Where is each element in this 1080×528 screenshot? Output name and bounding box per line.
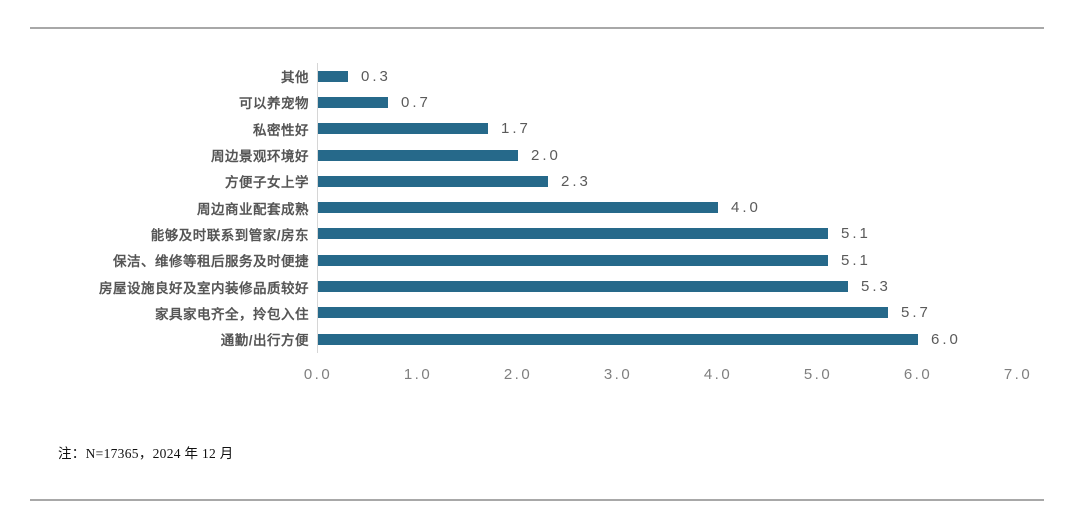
bar xyxy=(318,70,348,82)
category-label: 家具家电齐全，拎包入住 xyxy=(155,306,309,322)
bar-value-label: 5.3 xyxy=(861,278,891,296)
footnote: 注：N=17365，2024 年 12 月 xyxy=(58,446,234,461)
bar-row: 能够及时联系到管家/房东 5.1 xyxy=(30,221,1040,247)
bar-row: 通勤/出行方便 6.0 xyxy=(30,326,1040,352)
bar xyxy=(318,333,918,345)
bar-row: 家具家电齐全，拎包入住 5.7 xyxy=(30,300,1040,326)
bar-row: 可以养宠物 0.7 xyxy=(30,89,1040,115)
bar xyxy=(318,281,848,293)
bar-area: 5.1 xyxy=(318,252,1040,269)
category-label: 可以养宠物 xyxy=(239,96,309,112)
bar xyxy=(318,96,388,108)
category-label: 私密性好 xyxy=(253,122,309,138)
bar-rows: 其他 0.3 可以养宠物 0.7 私密性好 1.7 周边景观环境好 2.0 方便子女上学 2.3 周… xyxy=(30,63,1040,352)
bar xyxy=(318,307,888,319)
bar-row: 私密性好 1.7 xyxy=(30,116,1040,142)
bar xyxy=(318,123,488,135)
bar xyxy=(318,202,718,214)
bar-area: 5.1 xyxy=(318,225,1040,242)
x-tick-label: 5.0 xyxy=(803,366,833,383)
bar-area: 2.3 xyxy=(318,173,1040,190)
bar-row: 其他 0.3 xyxy=(30,63,1040,89)
x-tick-label: 2.0 xyxy=(503,366,533,383)
x-axis-tick-labels: 0.0 1.0 2.0 3.0 4.0 5.0 6.0 7.0 xyxy=(30,366,1040,386)
x-tick-label: 0.0 xyxy=(303,366,333,383)
bar-value-label: 2.0 xyxy=(531,146,561,164)
bar-row: 周边商业配套成熟 4.0 xyxy=(30,194,1040,220)
bar-area: 0.7 xyxy=(318,94,1040,111)
category-label: 房屋设施良好及室内装修品质较好 xyxy=(99,280,309,296)
bar-value-label: 5.7 xyxy=(901,304,931,322)
x-tick-label: 1.0 xyxy=(403,366,433,383)
x-tick-label: 4.0 xyxy=(703,366,733,383)
bar xyxy=(318,228,828,240)
bar xyxy=(318,175,548,187)
bar-area: 5.3 xyxy=(318,278,1040,295)
bar-value-label: 0.7 xyxy=(401,93,431,111)
bar-area: 4.0 xyxy=(318,199,1040,216)
y-axis-line xyxy=(317,63,318,353)
bar-row: 方便子女上学 2.3 xyxy=(30,168,1040,194)
bar-value-label: 5.1 xyxy=(841,251,871,269)
x-tick-label: 6.0 xyxy=(903,366,933,383)
bar-area: 2.0 xyxy=(318,147,1040,164)
x-tick-label: 3.0 xyxy=(603,366,633,383)
bar-value-label: 2.3 xyxy=(561,172,591,190)
category-label: 周边商业配套成熟 xyxy=(197,201,309,217)
category-label: 周边景观环境好 xyxy=(211,149,309,165)
bar xyxy=(318,149,518,161)
bar-value-label: 6.0 xyxy=(931,330,961,348)
bar-area: 1.7 xyxy=(318,120,1040,137)
bar-area: 0.3 xyxy=(318,68,1040,85)
bar-value-label: 1.7 xyxy=(501,120,531,138)
top-divider xyxy=(30,27,1044,29)
category-label: 保洁、维修等租后服务及时便捷 xyxy=(113,254,309,270)
bar-value-label: 0.3 xyxy=(361,67,391,85)
horizontal-bar-chart: 其他 0.3 可以养宠物 0.7 私密性好 1.7 周边景观环境好 2.0 方便子女上学 2.3 周… xyxy=(30,63,1040,403)
category-label: 其他 xyxy=(281,70,309,86)
bottom-divider xyxy=(30,499,1044,501)
bar-row: 周边景观环境好 2.0 xyxy=(30,142,1040,168)
bar-row: 保洁、维修等租后服务及时便捷 5.1 xyxy=(30,247,1040,273)
x-tick-label: 7.0 xyxy=(1003,366,1033,383)
bar xyxy=(318,254,828,266)
bar-area: 6.0 xyxy=(318,331,1040,348)
bar-row: 房屋设施良好及室内装修品质较好 5.3 xyxy=(30,273,1040,299)
category-label: 能够及时联系到管家/房东 xyxy=(150,227,309,243)
bar-value-label: 4.0 xyxy=(731,199,761,217)
bar-value-label: 5.1 xyxy=(841,225,871,243)
bar-area: 5.7 xyxy=(318,304,1040,321)
category-label: 通勤/出行方便 xyxy=(220,333,309,349)
category-label: 方便子女上学 xyxy=(225,175,309,191)
